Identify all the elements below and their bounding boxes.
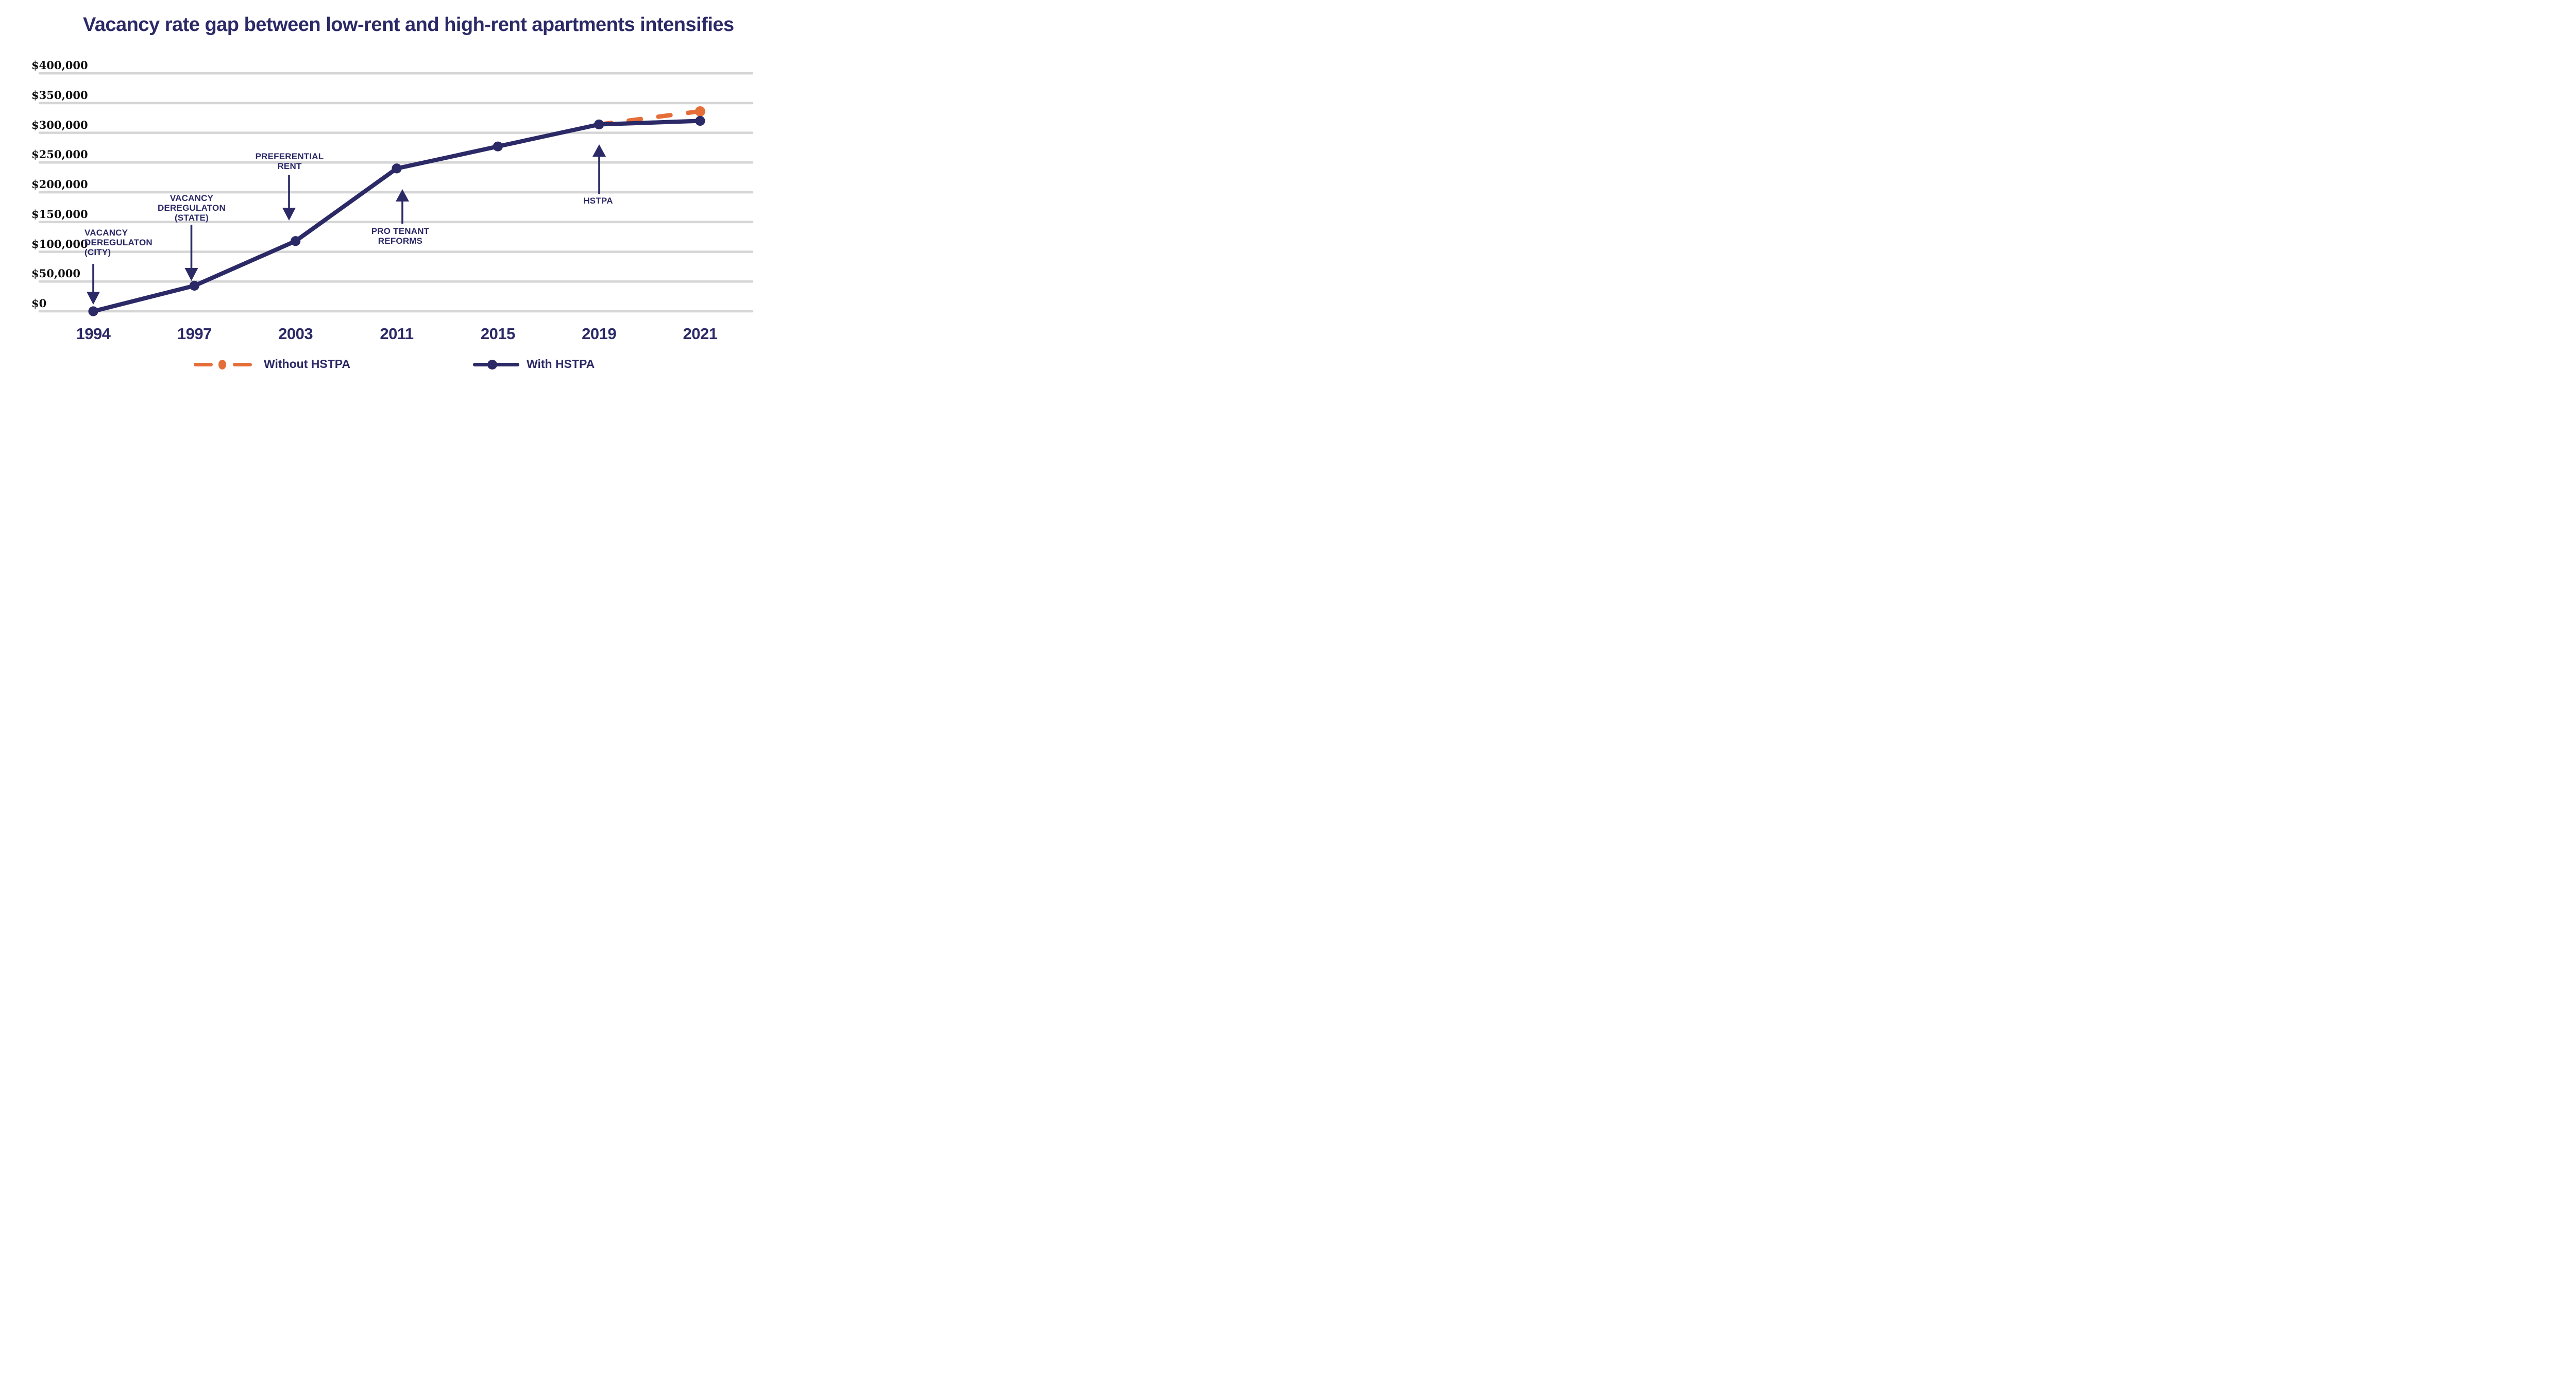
x-axis-label: 1997 xyxy=(177,325,212,343)
chart-legend: Without HSTPA With HSTPA xyxy=(0,355,791,375)
annotation-arrow-vacancy-deregulation-state xyxy=(184,225,198,281)
annotation-line: REFORMS xyxy=(378,236,423,246)
annotation-arrow-vacancy-deregulation-city xyxy=(87,264,100,305)
annotation-vacancy-deregulation-state: VACANCY DEREGULATON (STATE) xyxy=(140,193,243,223)
annotation-line: DEREGULATON xyxy=(84,238,152,247)
annotation-line: (STATE) xyxy=(175,213,209,223)
line-chart-plot xyxy=(38,72,754,316)
legend-without-hstpa-dash-icon xyxy=(233,363,252,366)
annotation-line: VACANCY xyxy=(170,193,214,203)
x-axis-label: 2011 xyxy=(380,325,414,343)
chart-canvas: Vacancy rate gap between low-rent and hi… xyxy=(0,0,791,396)
annotation-line: VACANCY xyxy=(84,228,128,238)
series-without-hstpa-endpoint xyxy=(694,106,705,117)
legend-with-hstpa-dot-icon xyxy=(487,360,497,370)
x-axis-label: 2019 xyxy=(582,325,617,343)
series-with-hstpa-point xyxy=(594,119,604,130)
y-axis-label: $0 xyxy=(31,297,47,310)
x-axis-label: 2003 xyxy=(278,325,313,343)
series-with-hstpa-point xyxy=(392,163,402,174)
y-axis-label: $50,000 xyxy=(31,267,80,280)
x-axis-label: 1994 xyxy=(76,325,111,343)
annotation-pro-tenant-reforms: PRO TENANT REFORMS xyxy=(349,226,452,246)
annotation-arrow-pro-tenant-reforms xyxy=(396,189,409,224)
series-with-hstpa-point xyxy=(88,306,98,316)
y-axis-label: $400,000 xyxy=(31,59,88,72)
annotation-arrow-preferential-rent xyxy=(282,175,296,221)
annotation-line: PRO TENANT xyxy=(371,226,430,236)
legend-without-hstpa-dash-icon xyxy=(194,363,213,366)
y-axis-label: $200,000 xyxy=(31,178,88,191)
annotation-line: PREFERENTIAL xyxy=(255,152,324,161)
y-axis-label: $250,000 xyxy=(31,148,88,161)
series-with-hstpa-point xyxy=(695,115,705,126)
annotation-vacancy-deregulation-city: VACANCY DEREGULATON (CITY) xyxy=(84,228,152,257)
annotation-line: (CITY) xyxy=(84,247,111,257)
series-with-hstpa-point xyxy=(493,141,503,152)
chart-title: Vacancy rate gap between low-rent and hi… xyxy=(83,14,734,36)
y-axis-label: $300,000 xyxy=(31,118,88,131)
series-with-hstpa-point xyxy=(291,236,301,246)
series-with-hstpa-point xyxy=(189,280,199,291)
y-axis-label: $150,000 xyxy=(31,207,88,221)
legend-label-without-hstpa: Without HSTPA xyxy=(264,357,350,371)
x-axis-label: 2021 xyxy=(683,325,718,343)
y-axis-label: $100,000 xyxy=(31,237,88,250)
gridlines xyxy=(38,72,754,313)
annotation-line: HSTPA xyxy=(583,196,613,206)
annotation-line: RENT xyxy=(277,161,302,171)
annotation-line: DEREGULATON xyxy=(158,203,226,213)
annotation-hstpa: HSTPA xyxy=(547,196,650,206)
y-axis-label: $350,000 xyxy=(31,88,88,102)
x-axis-label: 2015 xyxy=(480,325,515,343)
annotation-arrow-hstpa xyxy=(592,144,606,194)
chart-series xyxy=(88,106,705,316)
legend-label-with-hstpa: With HSTPA xyxy=(527,357,595,371)
annotation-preferential-rent: PREFERENTIAL RENT xyxy=(238,152,341,171)
legend-without-hstpa-dot-icon xyxy=(218,360,226,370)
